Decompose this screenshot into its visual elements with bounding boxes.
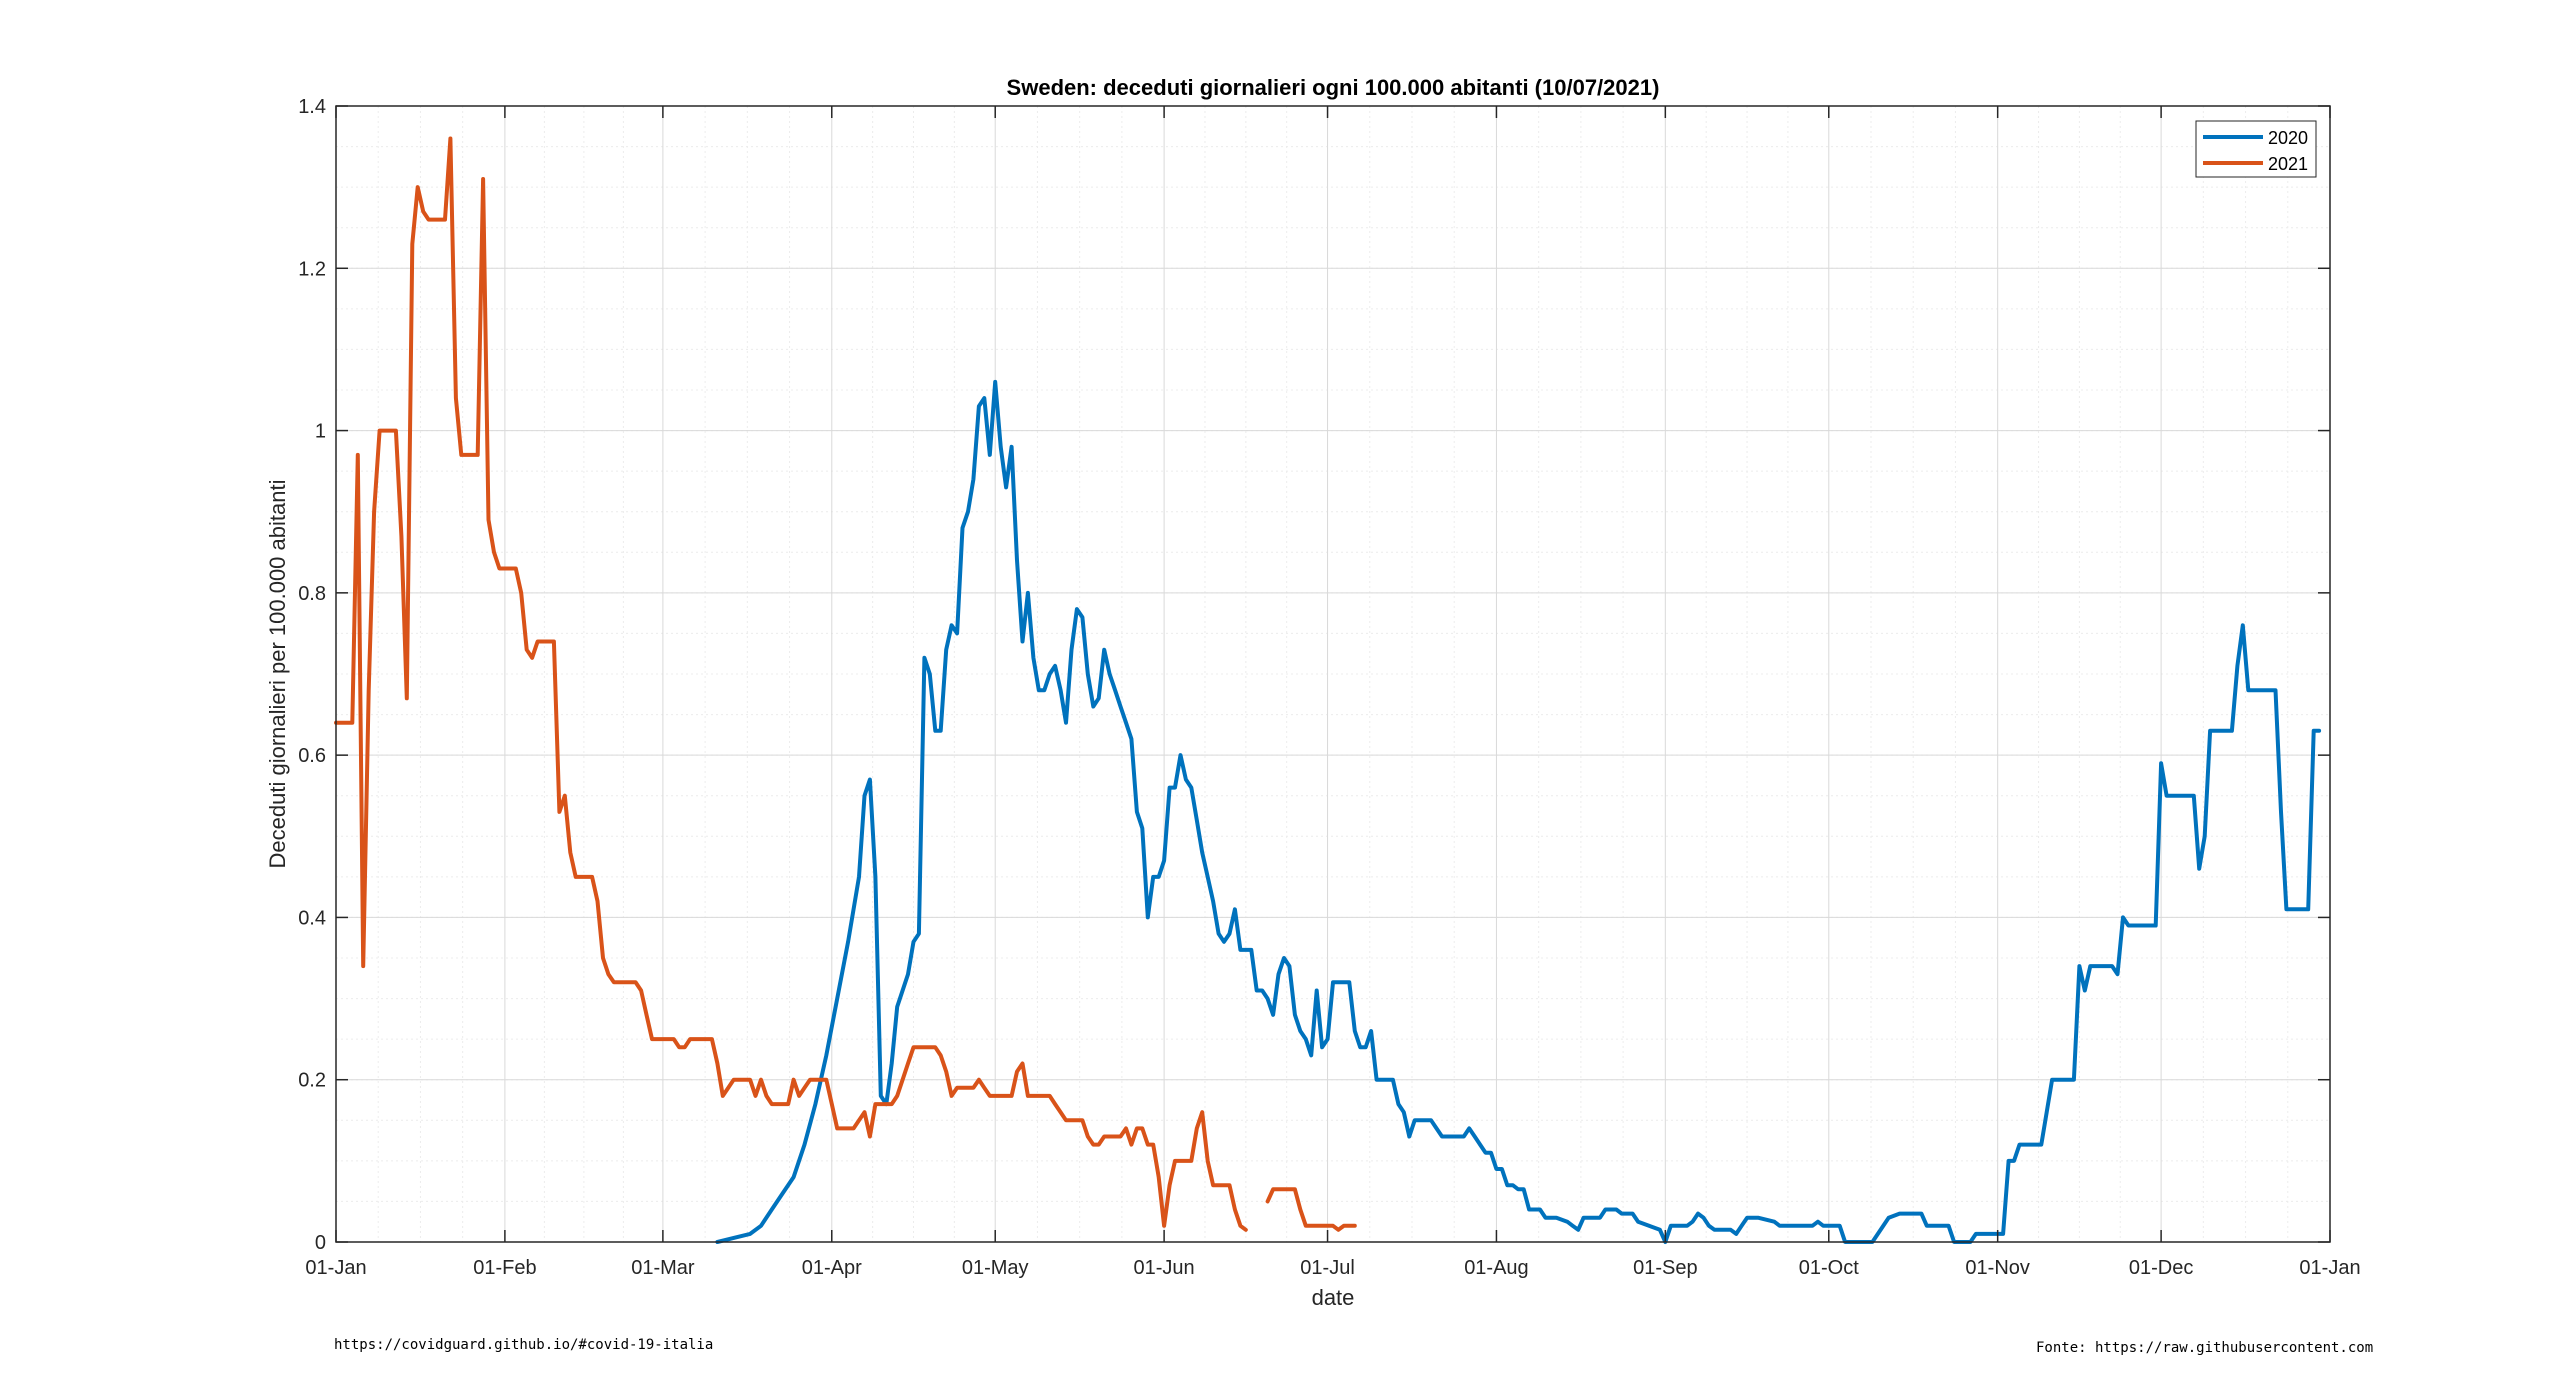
x-tick-label: 01-Jan [305,1257,366,1279]
x-tick-label: 01-Jan [2299,1257,2360,1279]
x-tick-label: 01-Jun [1134,1257,1195,1279]
x-tick-label: 01-Jul [1300,1257,1354,1279]
x-tick-label: 01-Dec [2129,1257,2193,1279]
footer-data-source: Fonte: https://raw.githubusercontent.com [2036,1340,2374,1356]
y-tick-label: 1.2 [298,258,326,280]
x-tick-label: 01-Oct [1799,1257,1859,1279]
x-axis-label: date [1312,1285,1355,1310]
x-tick-label: 01-Nov [1965,1257,2029,1279]
x-axis-ticks: 01-Jan 01-Feb 01-Mar 01-Apr 01-May 01-Jun 01-J… [305,106,2361,1279]
legend: 2020 2021 [2195,120,2317,178]
series-line-2021 [1265,1187,1357,1232]
x-tick-label: 01-Feb [473,1257,536,1279]
y-tick-label: 0.2 [298,1070,326,1092]
y-tick-label: 0.8 [298,583,326,605]
x-tick-label: 01-Mar [631,1257,695,1279]
x-tick-label: 01-Apr [802,1257,862,1279]
x-tick-label: 01-Aug [1464,1257,1529,1279]
y-axis-label: Deceduti giornalieri per 100.000 abitant… [265,480,290,869]
y-tick-label: 1.4 [298,96,326,118]
y-tick-label: 0 [315,1232,326,1254]
series-line-2021 [334,136,1248,1232]
y-tick-label: 1 [315,421,326,443]
y-tick-label: 0.6 [298,745,326,767]
legend-label-2020: 2020 [2268,128,2308,148]
legend-label-2021: 2021 [2268,154,2308,174]
legend-box [2195,120,2317,178]
y-axis-ticks: 0 0.2 0.4 0.6 0.8 1 1.2 1.4 [298,96,2330,1254]
x-tick-label: 01-May [962,1257,1029,1279]
footer-source-link[interactable]: https://covidguard.github.io/#covid-19-i… [334,1337,714,1353]
x-tick-label: 01-Sep [1633,1257,1698,1279]
y-tick-label: 0.4 [298,907,326,929]
chart-title: Sweden: deceduti giornalieri ogni 100.00… [1007,75,1660,100]
plot-box [335,105,2331,1243]
